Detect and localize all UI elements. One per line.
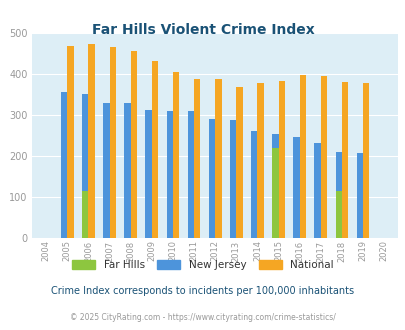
Bar: [109, 47, 115, 238]
Legend: Far Hills, New Jersey, National: Far Hills, New Jersey, National: [68, 256, 337, 275]
Bar: [166, 111, 173, 238]
Bar: [314, 143, 320, 238]
Bar: [250, 131, 257, 238]
Bar: [362, 82, 369, 238]
Bar: [173, 72, 179, 238]
Text: Far Hills Violent Crime Index: Far Hills Violent Crime Index: [92, 23, 313, 37]
Bar: [356, 153, 362, 238]
Bar: [271, 148, 278, 238]
Text: © 2025 CityRating.com - https://www.cityrating.com/crime-statistics/: © 2025 CityRating.com - https://www.city…: [70, 313, 335, 322]
Bar: [257, 83, 263, 238]
Bar: [103, 103, 109, 238]
Bar: [320, 76, 326, 238]
Bar: [194, 79, 200, 238]
Bar: [130, 51, 137, 238]
Text: Crime Index corresponds to incidents per 100,000 inhabitants: Crime Index corresponds to incidents per…: [51, 286, 354, 296]
Bar: [229, 120, 236, 238]
Bar: [61, 92, 67, 238]
Bar: [278, 81, 284, 238]
Bar: [88, 44, 94, 238]
Bar: [208, 118, 215, 238]
Bar: [145, 110, 151, 238]
Bar: [151, 61, 158, 238]
Bar: [335, 191, 341, 238]
Bar: [124, 103, 130, 238]
Bar: [271, 134, 278, 238]
Bar: [215, 79, 221, 238]
Bar: [82, 94, 88, 238]
Bar: [187, 111, 194, 238]
Bar: [299, 75, 305, 238]
Bar: [67, 46, 73, 238]
Bar: [335, 152, 341, 238]
Bar: [82, 191, 88, 238]
Bar: [236, 87, 242, 238]
Bar: [341, 82, 347, 238]
Bar: [292, 137, 299, 238]
